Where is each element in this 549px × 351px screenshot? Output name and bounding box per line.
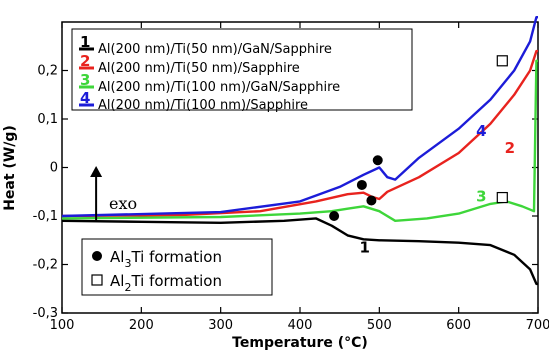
legend-label-2: Al(200 nm)/Ti(50 nm)/Sapphire <box>98 61 300 76</box>
marker-legend-al3ti: Al3Ti formation <box>92 248 222 270</box>
y-tick-label-2: -0,1 <box>33 209 58 224</box>
x-axis-title: Temperature (°C) <box>232 335 368 351</box>
legend-entry-2: 2 Al(200 nm)/Ti(50 nm)/Sapphire <box>79 52 300 76</box>
x-tick-label-2: 300 <box>208 318 233 333</box>
exo-annotation: exo <box>90 166 137 221</box>
x-tick-label-5: 600 <box>446 318 471 333</box>
series-line-4 <box>61 16 538 218</box>
marker-legend: Al3Ti formation Al2Ti formation <box>81 238 273 296</box>
legend-entry-3: 3 Al(200 nm)/Ti(100 nm)/GaN/Sapphire <box>79 71 340 95</box>
legend-label-1: Al(200 nm)/Ti(50 nm)/GaN/Sapphire <box>98 42 332 57</box>
al2ti-marker-1 <box>496 55 508 67</box>
series-line-3 <box>61 59 538 223</box>
legend-label-4: Al(200 nm)/Ti(100 nm)/Sapphire <box>98 98 308 113</box>
x-tick-label-3: 400 <box>288 318 313 333</box>
al3ti-marker-2 <box>366 195 377 206</box>
al2ti-marker-0 <box>496 191 508 204</box>
marker-legend-box <box>81 238 273 296</box>
y-tick-label-5: 0,2 <box>37 64 58 79</box>
legend-entry-4: 4 Al(200 nm)/Ti(100 nm)/Sapphire <box>79 89 308 113</box>
al2ti-label: Al2Ti formation <box>110 272 222 294</box>
series-line-2 <box>61 49 538 218</box>
legend-box <box>71 28 413 111</box>
marker-legend-al2ti: Al2Ti formation <box>91 272 222 294</box>
x-tick-label-1: 200 <box>129 318 154 333</box>
al3ti-symbol-icon <box>92 251 102 261</box>
y-tick-label-1: -0,2 <box>33 258 58 273</box>
al3ti-marker-3 <box>372 155 383 166</box>
y-tick-label-0: -0,3 <box>33 306 58 321</box>
x-tick-label-6: 700 <box>526 318 549 333</box>
series-number-label-3: 3 <box>476 187 486 205</box>
legend-number-4: 4 <box>80 89 90 107</box>
exo-arrow-head <box>90 166 103 178</box>
series-number-label-4: 4 <box>476 122 486 140</box>
legend: 1 Al(200 nm)/Ti(50 nm)/GaN/Sapphire 2 Al… <box>71 28 413 113</box>
series-number-label-2: 2 <box>505 139 515 157</box>
al3ti-marker-1 <box>356 179 367 190</box>
series-number-label-1: 1 <box>360 238 370 256</box>
series-line-1 <box>61 217 538 286</box>
x-tick-label-0: 100 <box>50 318 75 333</box>
legend-entry-1: 1 Al(200 nm)/Ti(50 nm)/GaN/Sapphire <box>79 33 332 57</box>
x-tick-label-4: 500 <box>367 318 392 333</box>
y-tick-label-4: 0,1 <box>37 112 58 127</box>
legend-label-3: Al(200 nm)/Ti(100 nm)/GaN/Sapphire <box>98 80 340 95</box>
y-tick-label-3: 0 <box>50 161 58 176</box>
legend-number-3: 3 <box>80 71 90 89</box>
y-axis-title: Heat (W/g) <box>2 125 18 211</box>
exo-label: exo <box>109 194 137 213</box>
legend-number-2: 2 <box>80 52 90 70</box>
al3ti-marker-0 <box>329 211 340 221</box>
axis-ticks: 100 200 300 400 500 600 700 -0,3 -0,2 -0,1 0 0,1 0,2 <box>33 22 549 333</box>
formation-markers <box>329 55 508 221</box>
al2ti-symbol-icon <box>91 274 103 286</box>
al3ti-label: Al3Ti formation <box>110 248 222 270</box>
legend-number-1: 1 <box>80 33 90 51</box>
